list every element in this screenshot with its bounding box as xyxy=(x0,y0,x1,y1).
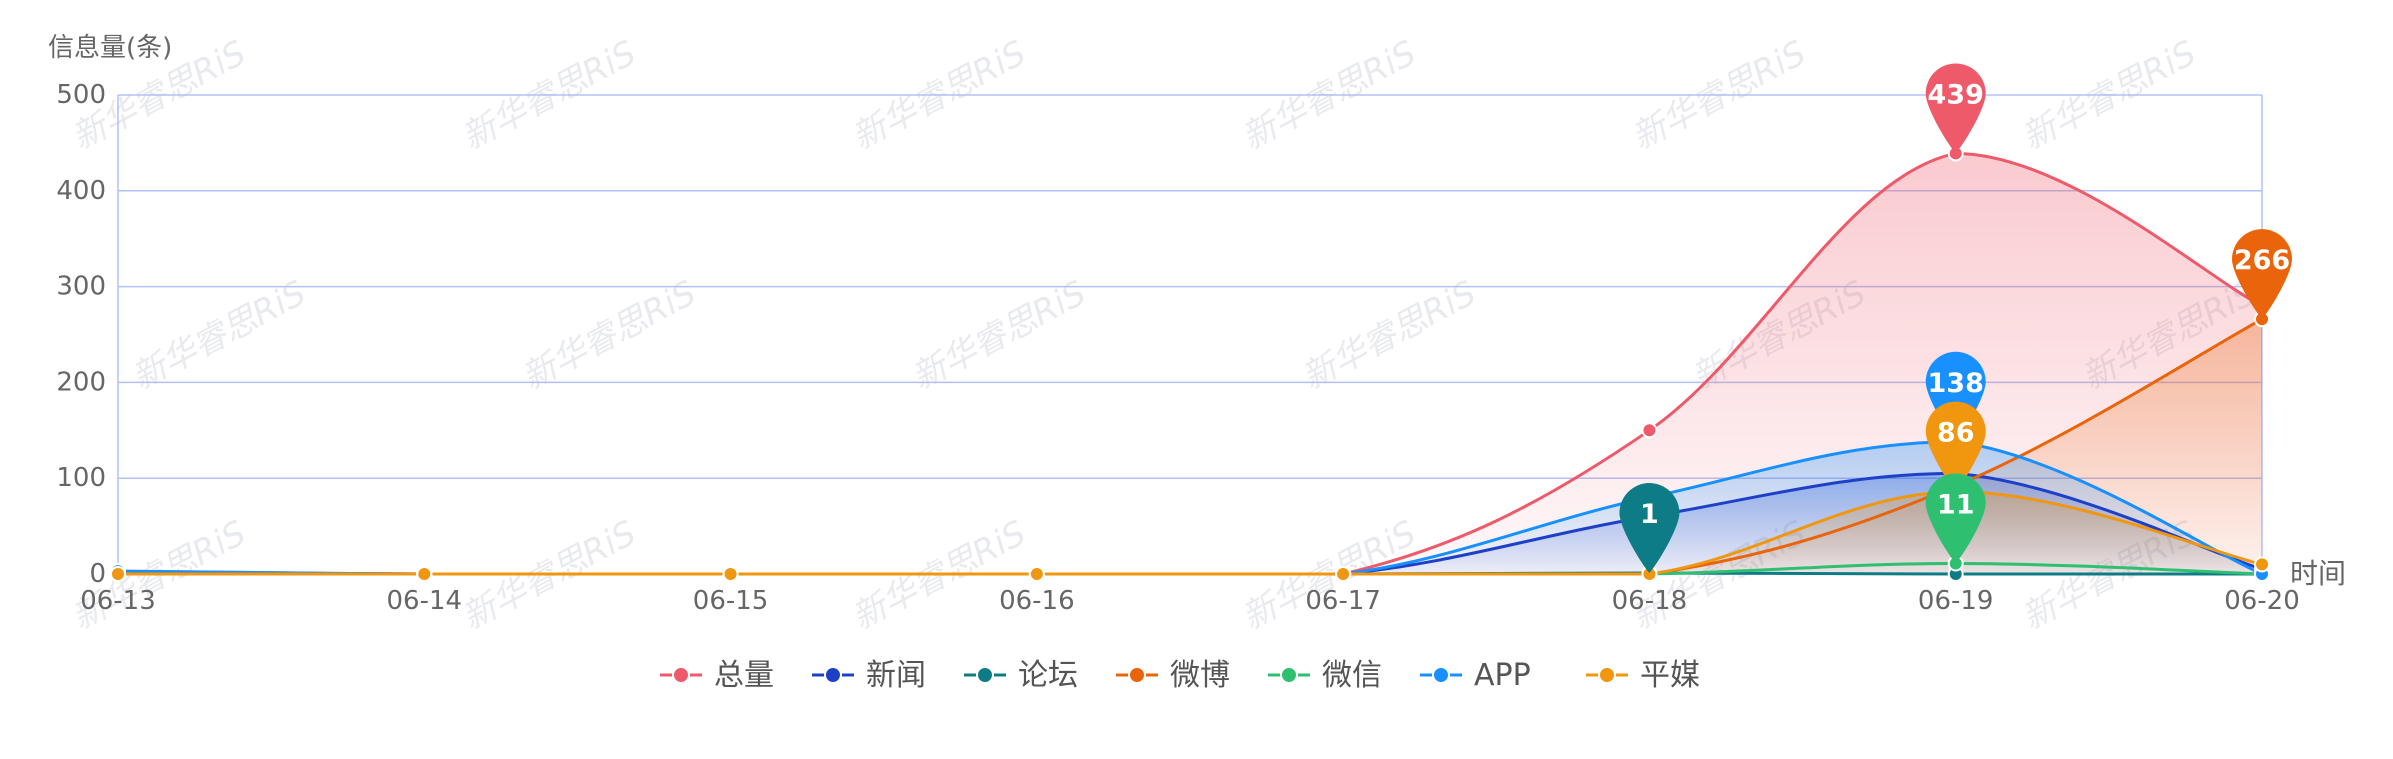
data-point xyxy=(722,566,739,582)
pin-label: 439 xyxy=(1928,79,1984,110)
y-tick-label: 400 xyxy=(56,176,106,206)
grid-lines xyxy=(117,94,2263,575)
legend-marker xyxy=(1432,666,1450,684)
data-point xyxy=(110,566,126,582)
x-tick-label: 06-17 xyxy=(1305,586,1381,616)
pin-shape xyxy=(1619,483,1680,574)
watermark-text: 新华睿思RiS xyxy=(515,273,702,398)
watermark-text: 新华睿思RiS xyxy=(845,513,1032,638)
legend: 总量 新闻 论坛 微博 微信 APP 平媒 xyxy=(660,658,1700,693)
y-tick-label: 100 xyxy=(56,463,106,493)
y-axis-title: 信息量(条) xyxy=(48,33,172,63)
legend-item: 平媒 xyxy=(1586,658,1700,693)
legend-item: 微信 xyxy=(1268,658,1382,693)
legend-label: 论坛 xyxy=(1018,658,1078,693)
watermark-text: 新华睿思RiS xyxy=(125,273,312,398)
series-area xyxy=(118,441,2262,574)
y-tick-label: 200 xyxy=(56,367,106,397)
legend-label: 微信 xyxy=(1322,658,1382,693)
pin-label: 266 xyxy=(2234,245,2290,276)
legend-marker xyxy=(1128,666,1146,684)
x-tick-label: 06-14 xyxy=(387,586,463,616)
pin-shape xyxy=(1925,473,1986,564)
legend-label: 平媒 xyxy=(1640,658,1700,693)
pin-label: 86 xyxy=(1937,418,1975,449)
watermark-text: 新华睿思RiS xyxy=(905,273,1092,398)
legend-item: 微博 xyxy=(1116,658,1230,693)
legend-label: 微博 xyxy=(1170,658,1230,693)
legend-label: 新闻 xyxy=(866,658,926,693)
data-point xyxy=(416,566,433,582)
legend-marker xyxy=(824,666,842,684)
y-axis-ticks: 0 100 200 300 400 500 xyxy=(56,80,106,589)
legend-item: 新闻 xyxy=(812,658,926,693)
x-tick-label: 06-19 xyxy=(1918,586,1994,616)
data-point xyxy=(1641,422,1658,439)
data-point xyxy=(1335,566,1352,582)
series-points xyxy=(110,145,2270,582)
pin-label: 11 xyxy=(1937,489,1975,520)
series-area xyxy=(118,153,2262,575)
max-value-pin: 1 xyxy=(1619,483,1680,574)
data-point xyxy=(1028,566,1045,582)
series-lines xyxy=(117,151,2263,576)
max-value-pin: 11 xyxy=(1925,473,1986,564)
watermark-text: 新华睿思RiS xyxy=(455,513,642,638)
y-tick-label: 500 xyxy=(56,80,106,110)
y-tick-label: 300 xyxy=(56,272,106,302)
y-tick-label: 0 xyxy=(89,559,106,589)
legend-marker xyxy=(976,666,994,684)
watermark-text: 新华睿思RiS xyxy=(1235,513,1422,638)
max-value-pin: 439 xyxy=(1925,63,1986,154)
legend-marker xyxy=(1598,666,1616,684)
pin-shape xyxy=(2232,229,2292,320)
legend-label: APP xyxy=(1474,658,1531,693)
max-value-pin: 86 xyxy=(1925,401,1986,492)
legend-marker xyxy=(1280,666,1298,684)
legend-item: 总量 xyxy=(660,658,774,693)
x-tick-label: 06-16 xyxy=(999,586,1075,616)
legend-marker xyxy=(672,666,690,684)
watermark-text: 新华睿思RiS xyxy=(1295,273,1482,398)
pin-shape xyxy=(1925,401,1986,492)
x-tick-label: 06-20 xyxy=(2224,586,2300,616)
max-value-pin: 266 xyxy=(2232,229,2292,320)
pin-label: 1 xyxy=(1640,499,1659,530)
x-axis-title: 时间 xyxy=(2290,557,2346,590)
pin-label: 138 xyxy=(1928,368,1984,399)
x-tick-label: 06-18 xyxy=(1612,586,1688,616)
x-tick-label: 06-15 xyxy=(693,586,769,616)
pin-shape xyxy=(1925,63,1986,154)
data-point xyxy=(2254,556,2270,573)
legend-item: 论坛 xyxy=(964,658,1078,693)
legend-label: 总量 xyxy=(714,658,774,693)
series-line xyxy=(118,490,2263,576)
legend-item: APP xyxy=(1420,658,1531,693)
x-axis-ticks: 06-13 06-14 06-15 06-16 06-17 06-18 06-19 06-20 xyxy=(80,586,2300,616)
x-tick-label: 06-13 xyxy=(80,586,156,616)
